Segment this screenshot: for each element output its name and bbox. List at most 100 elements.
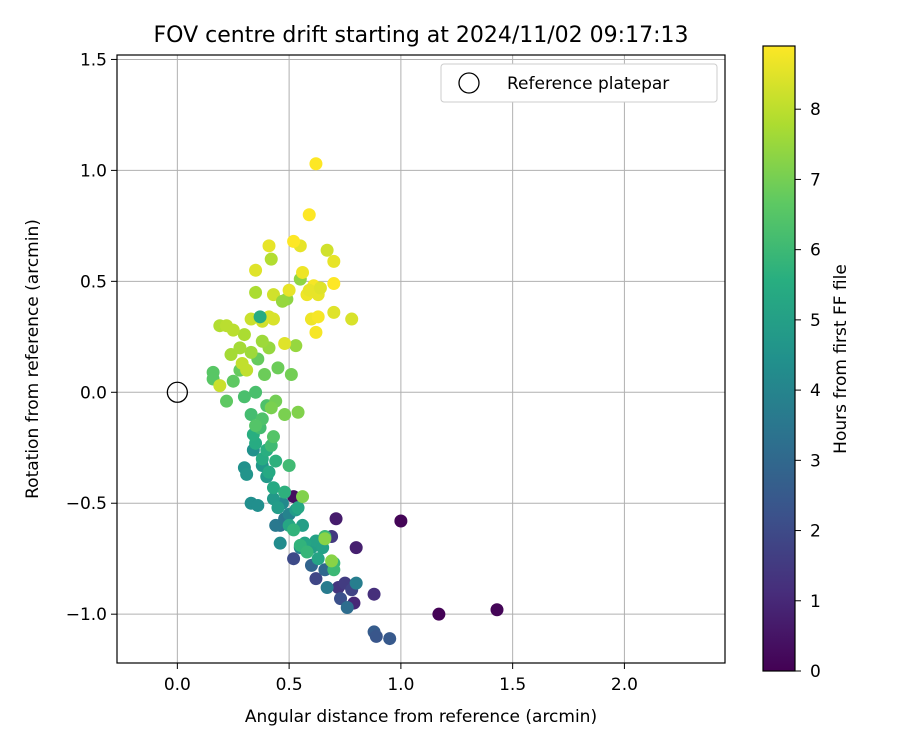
scatter-point (432, 607, 446, 621)
scatter-point (367, 587, 381, 601)
x-tick-label: 0.5 (276, 675, 303, 695)
y-axis-ticks: −1.0 −0.5 0.0 0.5 1.0 1.5 (66, 50, 117, 625)
scatter-point (313, 281, 327, 295)
scatter-point (318, 532, 332, 546)
scatter-point (311, 310, 325, 324)
scatter-point (327, 254, 341, 268)
scatter-point (340, 601, 354, 615)
y-tick-label: 1.5 (80, 50, 107, 70)
y-tick-label: −0.5 (66, 494, 107, 514)
scatter-point (266, 288, 280, 302)
scatter-point (244, 407, 258, 421)
scatter-point (240, 363, 254, 377)
grid-lines (117, 55, 725, 663)
scatter-point (249, 419, 263, 433)
colorbar-gradient (762, 45, 796, 672)
scatter-point (320, 243, 334, 257)
scatter-point (349, 541, 363, 555)
scatter-point (296, 490, 310, 504)
scatter-point (284, 368, 298, 382)
scatter-point (291, 405, 305, 419)
scatter-point (278, 336, 292, 350)
scatter-point (302, 208, 316, 222)
chart-title: FOV centre drift starting at 2024/11/02 … (154, 23, 689, 48)
legend: Reference platepar (440, 63, 718, 103)
scatter-point (282, 459, 296, 473)
scatter-point (240, 467, 254, 481)
scatter-point (320, 581, 334, 595)
scatter-point (275, 294, 289, 308)
scatter-point (269, 454, 283, 468)
scatter-point (264, 401, 278, 415)
scatter-point (309, 157, 323, 171)
reference-platepar-marker (166, 381, 189, 403)
colorbar-tick-label: 8 (810, 100, 821, 120)
scatter-point (213, 379, 227, 393)
legend-box (440, 63, 718, 103)
scatter-point (249, 385, 263, 399)
scatter-point (269, 518, 283, 532)
scatter-point (233, 341, 247, 355)
x-tick-label: 0.0 (164, 675, 191, 695)
colorbar-ticks: 0 1 2 3 4 5 6 7 8 (795, 100, 821, 682)
scatter-point (266, 481, 280, 495)
legend-marker-reference (458, 72, 480, 94)
scatter-point (255, 334, 269, 348)
data-points (206, 157, 504, 646)
scatter-point (249, 285, 263, 299)
colorbar-tick-label: 1 (810, 592, 821, 612)
colorbar-tick-label: 6 (810, 241, 821, 261)
scatter-point (327, 305, 341, 319)
scatter-point (251, 498, 265, 512)
scatter-point (334, 592, 348, 606)
scatter-point (311, 552, 325, 566)
scatter-point (394, 514, 408, 528)
colorbar-tick-label: 0 (810, 662, 821, 682)
colorbar: 0 1 2 3 4 5 6 7 8 Hours from first FF file (762, 45, 851, 682)
y-tick-label: 0.5 (80, 272, 107, 292)
y-tick-label: 0.0 (80, 383, 107, 403)
x-tick-label: 1.0 (387, 675, 414, 695)
scatter-point (369, 629, 383, 643)
scatter-point (287, 523, 301, 537)
scatter-point (220, 394, 234, 408)
scatter-point (287, 552, 301, 566)
scatter-point (309, 572, 323, 586)
colorbar-tick-label: 4 (810, 381, 821, 401)
colorbar-tick-label: 7 (810, 170, 821, 190)
scatter-point (300, 545, 314, 559)
y-axis-label: Rotation from reference (arcmin) (23, 219, 43, 499)
scatter-point (271, 501, 285, 515)
scatter-point (287, 234, 301, 248)
scatter-point (278, 407, 292, 421)
scatter-point (226, 374, 240, 388)
reference-marker-layer (166, 381, 189, 403)
scatter-point (253, 310, 267, 324)
plot-area-frame (116, 54, 726, 664)
scatter-point (249, 263, 263, 277)
scatter-point (258, 368, 272, 382)
scatter-point (244, 345, 258, 359)
colorbar-tick-label: 3 (810, 451, 821, 471)
scatter-point (291, 501, 305, 515)
scatter-point (262, 465, 276, 479)
scatter-point (309, 325, 323, 339)
scatter-point (224, 348, 238, 362)
x-tick-label: 1.5 (499, 675, 526, 695)
scatter-point (289, 339, 303, 353)
colorbar-label: Hours from first FF file (831, 264, 851, 454)
scatter-point (490, 603, 504, 617)
scatter-point (237, 328, 251, 342)
scatter-point (282, 283, 296, 297)
scatter-point (349, 576, 363, 590)
y-tick-label: −1.0 (66, 605, 107, 625)
scatter-point (318, 563, 332, 577)
scatter-point (383, 632, 397, 646)
y-tick-label: 1.0 (80, 161, 107, 181)
scatter-point (273, 536, 287, 550)
legend-entry-reference: Reference platepar (507, 74, 669, 94)
scatter-point (296, 265, 310, 279)
scatter-point (329, 512, 343, 526)
scatter-point (271, 361, 285, 375)
